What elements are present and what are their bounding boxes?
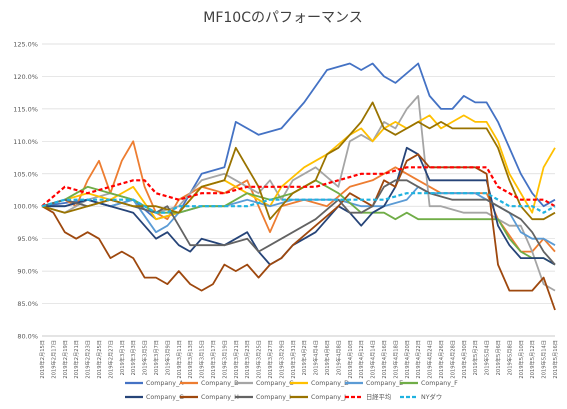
- x-tick-label: 2019年3月1日: [118, 340, 126, 375]
- legend-label: Company_I: [256, 394, 291, 401]
- series-line-9: [41, 101, 556, 221]
- x-tick-label: 2019年3月3日: [129, 340, 137, 375]
- series-line-11: [41, 192, 556, 214]
- x-tick-label: 2019年5月10日: [517, 340, 525, 379]
- x-tick-label: 2019年3月7日: [152, 340, 160, 375]
- x-tick-label: 2019年3月13日: [186, 340, 194, 379]
- legend-label: Company_E: [366, 380, 403, 387]
- x-tick-label: 2019年3月9日: [163, 340, 171, 375]
- x-tick-label: 2019年2月17日: [49, 340, 57, 379]
- legend-label: Company_B: [201, 380, 238, 387]
- legend-label: Company_D: [311, 380, 349, 387]
- x-tick-label: 2019年2月25日: [95, 340, 103, 379]
- x-tick-label: 2019年3月19日: [220, 340, 228, 379]
- y-tick-label: 115.0%: [13, 105, 38, 113]
- x-tick-label: 2019年3月21日: [232, 340, 240, 379]
- legend: Company_A Company_B Company_C Company_D Comp…: [125, 380, 458, 401]
- x-tick-label: 2019年3月5日: [141, 340, 149, 375]
- x-tick-label: 2019年5月14日: [540, 340, 548, 379]
- x-tick-label: 2019年4月4日: [312, 340, 320, 375]
- x-tick-label: 2019年3月15日: [198, 340, 206, 379]
- x-tick-label: 2019年5月4日: [483, 340, 491, 375]
- x-tick-label: 2019年4月24日: [426, 340, 434, 379]
- y-tick-label: 80.0%: [17, 333, 38, 341]
- legend-label: NYダウ: [421, 392, 442, 401]
- x-tick-label: 2019年5月2日: [471, 340, 479, 375]
- x-tick-label: 2019年3月25日: [255, 340, 263, 379]
- x-tick-label: 2019年4月30日: [460, 340, 468, 379]
- y-tick-label: 125.0%: [13, 41, 38, 49]
- x-tick-label: 2019年2月19日: [61, 340, 69, 379]
- x-tick-label: 2019年4月2日: [300, 340, 308, 375]
- x-tick-label: 2019年5月12日: [528, 340, 536, 379]
- x-tick-label: 2019年4月18日: [391, 340, 399, 379]
- y-tick-label: 85.0%: [17, 300, 38, 308]
- x-tick-label: 2019年5月8日: [505, 340, 513, 375]
- x-tick-label: 2019年4月16日: [380, 340, 388, 379]
- x-tick-label: 2019年3月31日: [289, 340, 297, 379]
- legend-label: Company_H: [201, 394, 239, 401]
- gridlines: [42, 43, 555, 337]
- y-tick-label: 110.0%: [13, 138, 38, 146]
- y-tick-label: 120.0%: [13, 73, 38, 81]
- x-tick-label: 2019年2月21日: [72, 340, 80, 379]
- chart-title: MF10Cのパフォーマンス: [203, 10, 362, 26]
- x-axis: 2019年2月15日 2019年2月17日 2019年2月19日 2019年2月21日…: [38, 335, 559, 379]
- x-tick-label: 2019年4月6日: [323, 340, 331, 375]
- y-tick-label: 100.0%: [13, 203, 38, 211]
- x-tick-label: 2019年4月14日: [369, 340, 377, 379]
- x-tick-label: 2019年5月16日: [551, 340, 559, 379]
- x-tick-label: 2019年3月29日: [277, 340, 285, 379]
- series-lines: [41, 62, 556, 311]
- series-line-3: [41, 114, 556, 221]
- legend-label: Company_C: [256, 380, 294, 387]
- series-line-10: [41, 166, 556, 208]
- y-tick-label: 105.0%: [13, 170, 38, 178]
- y-axis: 80.0% 85.0% 90.0% 95.0% 100.0% 105.0% 110.0% 11…: [13, 41, 38, 341]
- legend-label: Company_A: [146, 380, 184, 387]
- x-tick-label: 2019年2月27日: [106, 340, 114, 379]
- y-tick-label: 90.0%: [17, 268, 38, 276]
- x-tick-label: 2019年4月28日: [448, 340, 456, 379]
- x-tick-label: 2019年4月10日: [346, 340, 354, 379]
- x-tick-label: 2019年3月27日: [266, 340, 274, 379]
- x-tick-label: 2019年2月15日: [38, 340, 46, 379]
- legend-label: 日経平均: [366, 392, 391, 401]
- legend-label: Company_G: [146, 394, 184, 401]
- x-tick-label: 2019年3月11日: [175, 340, 183, 379]
- x-tick-label: 2019年5月6日: [494, 340, 502, 375]
- y-tick-label: 95.0%: [17, 235, 38, 243]
- legend-label: Company_F: [421, 380, 458, 387]
- x-tick-label: 2019年3月23日: [243, 340, 251, 379]
- x-tick-label: 2019年2月23日: [84, 340, 92, 379]
- x-tick-label: 2019年4月20日: [403, 340, 411, 379]
- x-tick-label: 2019年4月22日: [414, 340, 422, 379]
- x-tick-label: 2019年4月8日: [334, 340, 342, 375]
- legend-label: Company_J: [311, 394, 346, 401]
- x-tick-label: 2019年4月26日: [437, 340, 445, 379]
- x-tick-label: 2019年3月17日: [209, 340, 217, 379]
- x-tick-label: 2019年4月12日: [357, 340, 365, 379]
